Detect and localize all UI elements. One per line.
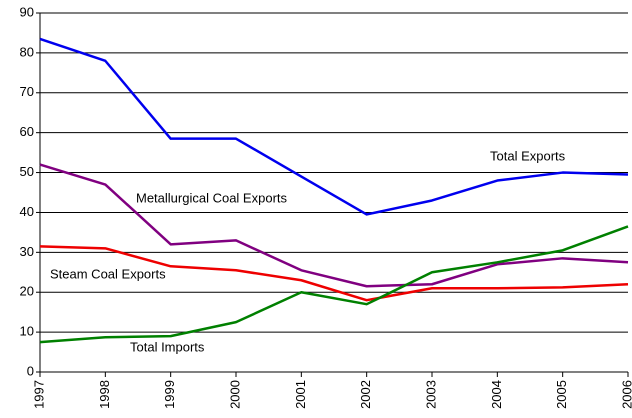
y-tick-label: 90 [20,4,34,19]
x-tick-label: 1999 [162,380,177,409]
series-line [39,163,629,288]
y-tick-label: 70 [20,84,34,99]
series-label: Steam Coal Exports [50,266,166,281]
x-tick-label: 2006 [619,380,632,409]
y-tick-label: 60 [20,124,34,139]
y-tick-label: 50 [20,164,34,179]
x-tick-label: 2002 [358,380,373,409]
y-tick-label: 40 [20,204,34,219]
x-tick-label: 1998 [97,380,112,409]
x-tick-label: 2005 [554,380,569,409]
series-line [39,245,629,302]
y-tick-label: 80 [20,44,34,59]
y-tick-label: 20 [20,284,34,299]
y-tick-label: 0 [27,363,34,378]
x-tick-label: 2001 [293,380,308,409]
y-tick-label: 10 [20,324,34,339]
y-tick-label: 30 [20,244,34,259]
series-label: Total Imports [130,339,205,354]
x-tick-label: 2003 [423,380,438,409]
x-tick-label: 2004 [489,380,504,409]
x-tick-label: 2000 [227,380,242,409]
series-line [39,37,629,216]
series-label: Metallurgical Coal Exports [136,190,288,205]
series-label: Total Exports [490,148,566,163]
x-tick-label: 1997 [31,380,46,409]
series-line [39,225,629,344]
